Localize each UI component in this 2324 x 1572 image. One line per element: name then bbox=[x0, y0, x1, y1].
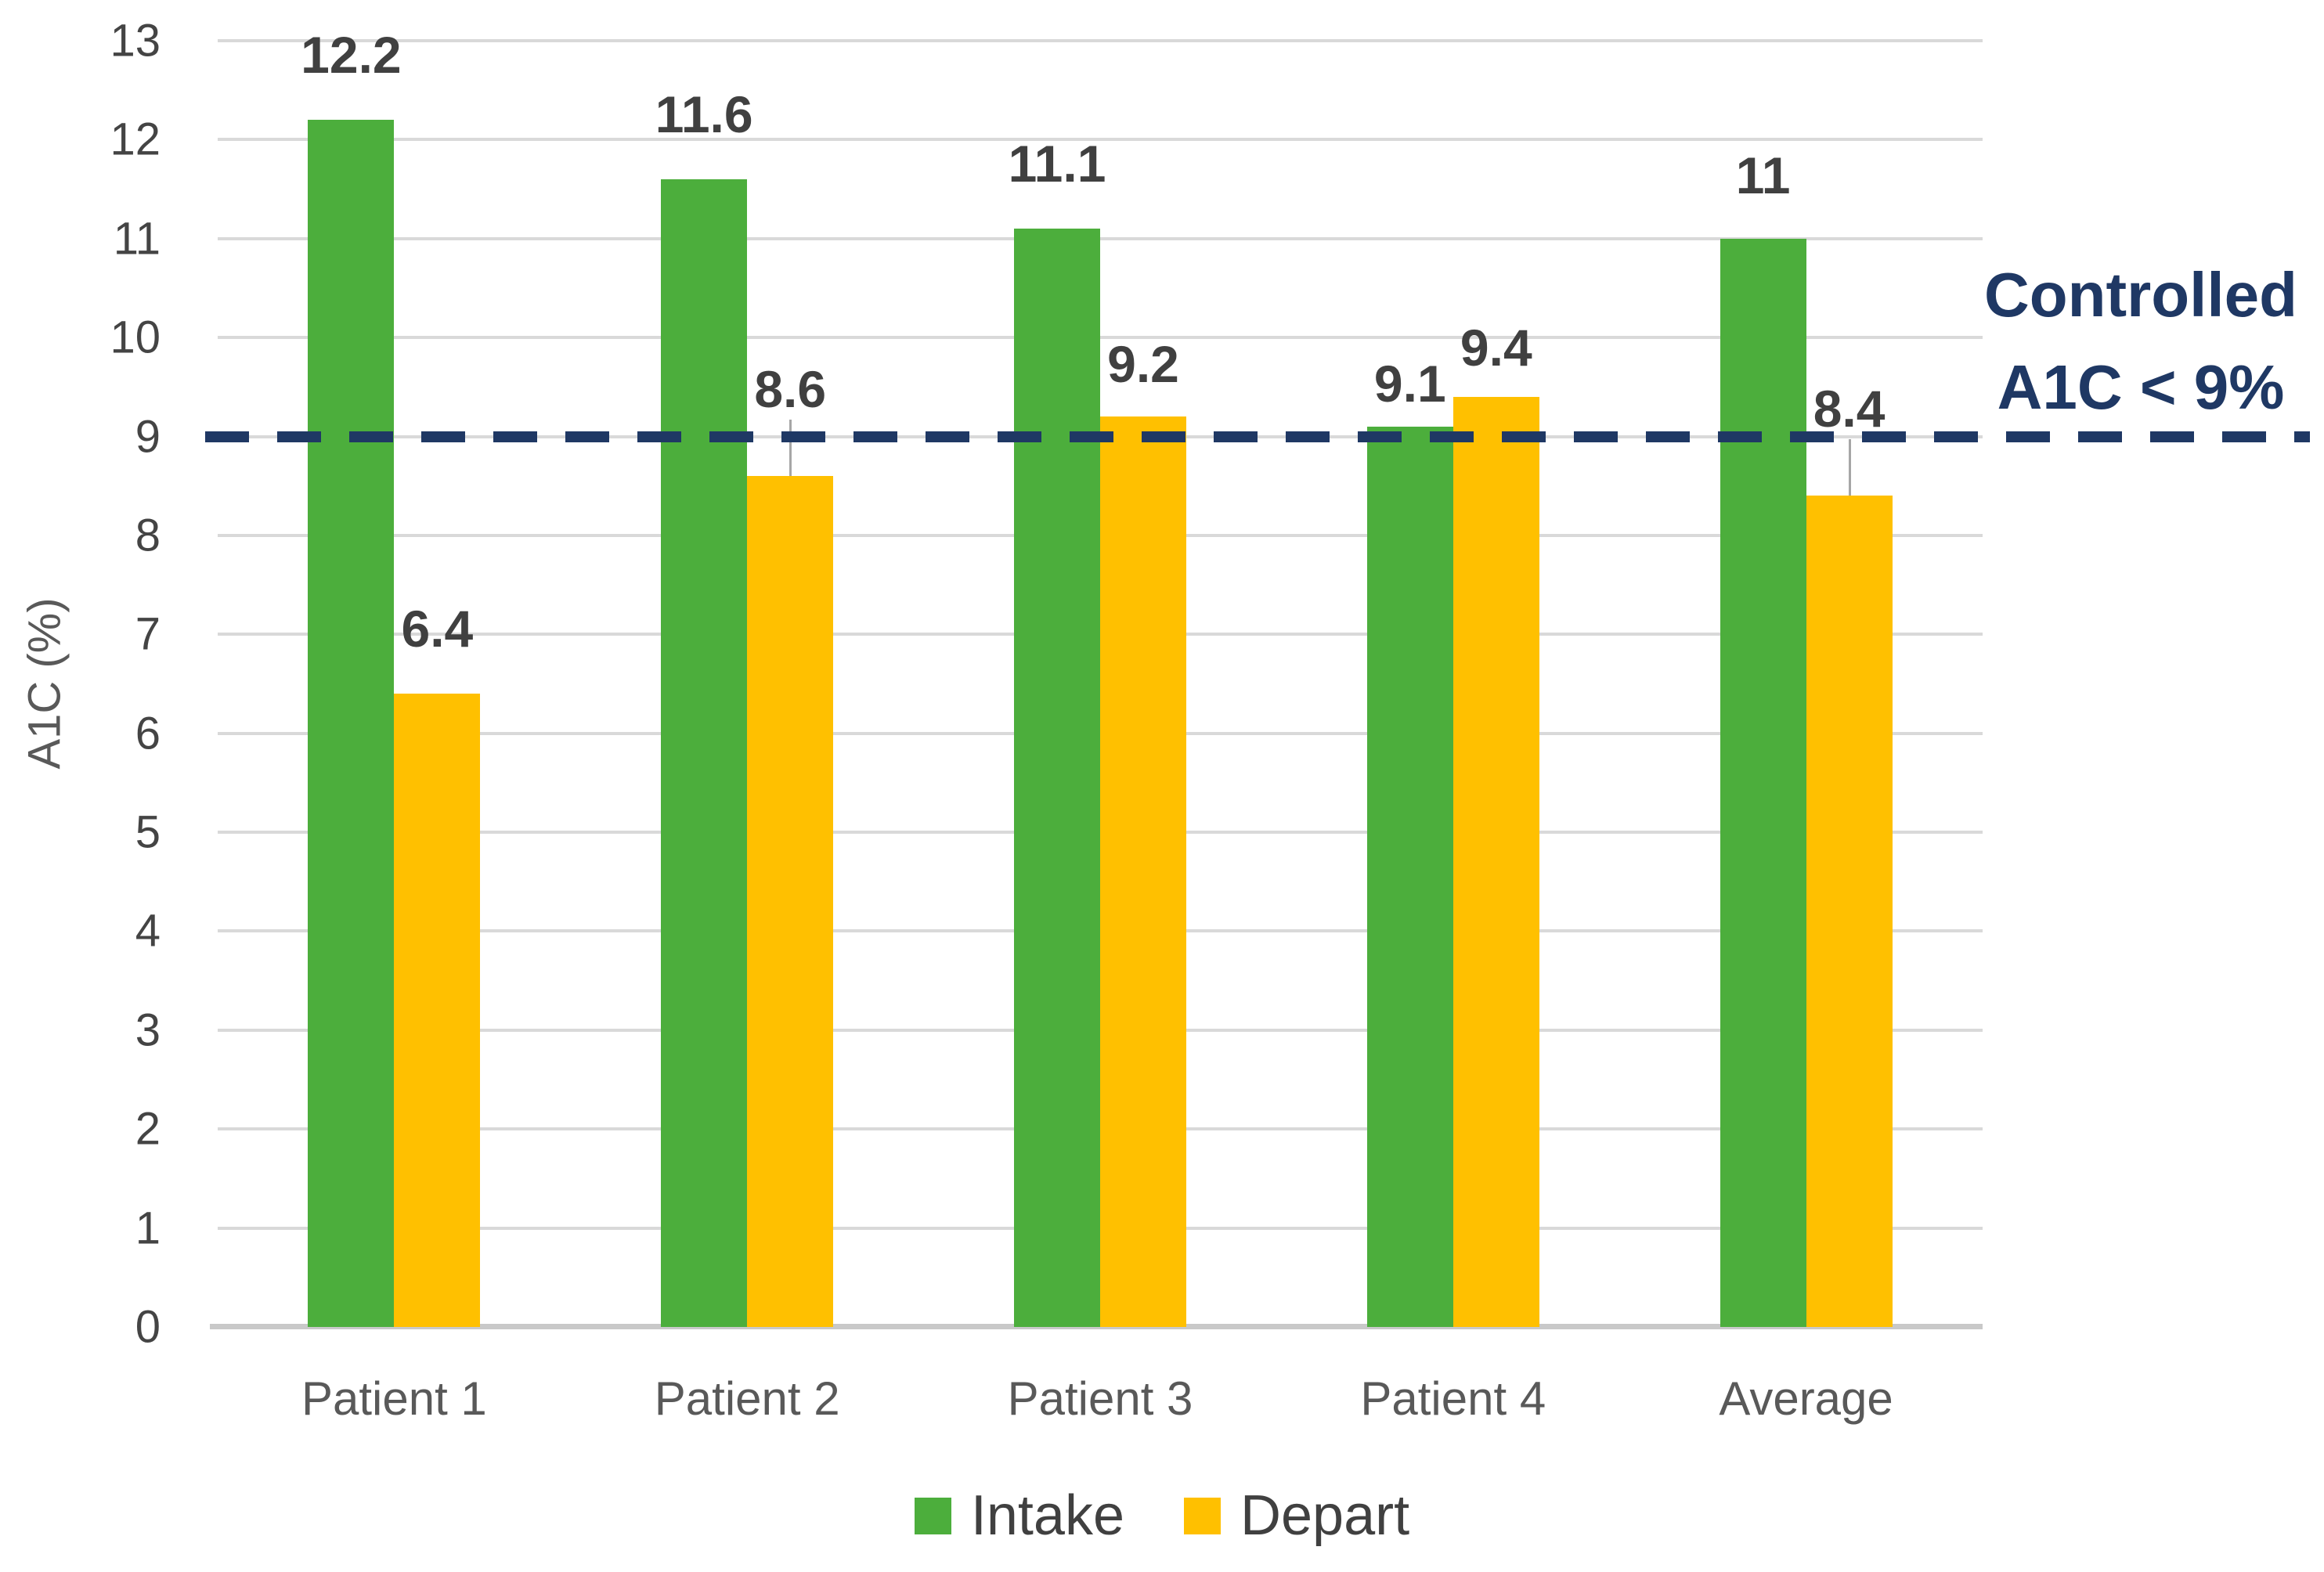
bar-value-label: 11 bbox=[1735, 146, 1791, 204]
label-leader-line bbox=[1848, 439, 1851, 496]
y-tick-6: 6 bbox=[135, 708, 161, 759]
bar-depart-patient-4 bbox=[1452, 397, 1539, 1327]
y-tick-11: 11 bbox=[113, 213, 161, 265]
controlled-a1c-reference-line bbox=[205, 431, 2310, 442]
bar-value-label: 8.6 bbox=[754, 360, 827, 419]
bar-value-label: 9.1 bbox=[1373, 354, 1446, 413]
bar-value-label: 9.2 bbox=[1107, 335, 1179, 394]
x-category-label: Patient 3 bbox=[1007, 1372, 1193, 1425]
legend-label-depart: Depart bbox=[1240, 1484, 1410, 1547]
y-tick-3: 3 bbox=[135, 1004, 161, 1056]
plot-area: 0 1 2 3 4 5 6 7 8 9 10 11 12 13 Patient 1 Patient 2 Pati… bbox=[110, 16, 2310, 1425]
gridline-13 bbox=[218, 39, 1983, 42]
depart-swatch-icon bbox=[1184, 1497, 1222, 1534]
y-tick-8: 8 bbox=[135, 510, 161, 561]
legend: Intake Depart bbox=[0, 1484, 2324, 1547]
bar-intake-patient-4 bbox=[1366, 426, 1453, 1327]
bar-depart-average bbox=[1806, 496, 1893, 1327]
y-tick-10: 10 bbox=[110, 312, 161, 363]
bar-intake-patient-1 bbox=[308, 120, 395, 1327]
y-tick-1: 1 bbox=[135, 1202, 161, 1254]
y-tick-12: 12 bbox=[110, 114, 161, 165]
bar-value-label: 12.2 bbox=[301, 26, 402, 85]
gridline-11 bbox=[218, 236, 1983, 240]
x-category-label: Patient 4 bbox=[1360, 1372, 1546, 1425]
legend-item-depart: Depart bbox=[1184, 1484, 1409, 1547]
x-category-label: Patient 2 bbox=[654, 1372, 840, 1425]
y-axis-title: A1C (%) bbox=[19, 597, 70, 770]
bar-value-label: 9.4 bbox=[1460, 319, 1532, 377]
y-tick-4: 4 bbox=[135, 905, 161, 957]
legend-item-intake: Intake bbox=[914, 1484, 1125, 1547]
y-tick-2: 2 bbox=[135, 1103, 161, 1155]
gridline-12 bbox=[218, 138, 1983, 142]
y-tick-5: 5 bbox=[135, 806, 161, 858]
bar-value-label: 11.6 bbox=[655, 85, 753, 143]
annotation-line-2: A1C < 9% bbox=[1997, 352, 2285, 422]
bar-value-label: 6.4 bbox=[401, 600, 474, 658]
legend-label-intake: Intake bbox=[970, 1484, 1125, 1547]
bar-intake-patient-3 bbox=[1014, 229, 1100, 1327]
gridline-10 bbox=[218, 336, 1983, 340]
bar-intake-patient-2 bbox=[661, 178, 748, 1327]
bar-intake-average bbox=[1720, 238, 1806, 1327]
label-leader-line bbox=[789, 420, 792, 477]
x-category-label: Average bbox=[1719, 1372, 1893, 1425]
reference-line-annotation: Controlled A1C < 9% bbox=[1961, 249, 2321, 434]
bar-depart-patient-2 bbox=[747, 476, 834, 1327]
bar-depart-patient-1 bbox=[394, 694, 481, 1327]
x-category-label: Patient 1 bbox=[301, 1372, 487, 1425]
y-tick-9: 9 bbox=[135, 411, 161, 463]
annotation-line-1: Controlled bbox=[1984, 260, 2297, 330]
y-tick-0: 0 bbox=[135, 1301, 161, 1353]
y-tick-7: 7 bbox=[135, 608, 161, 660]
y-tick-13: 13 bbox=[110, 15, 161, 67]
intake-swatch-icon bbox=[914, 1497, 951, 1534]
bar-depart-patient-3 bbox=[1100, 416, 1186, 1327]
bar-value-label: 11.1 bbox=[1008, 135, 1106, 193]
bar-value-label: 8.4 bbox=[1813, 380, 1886, 438]
